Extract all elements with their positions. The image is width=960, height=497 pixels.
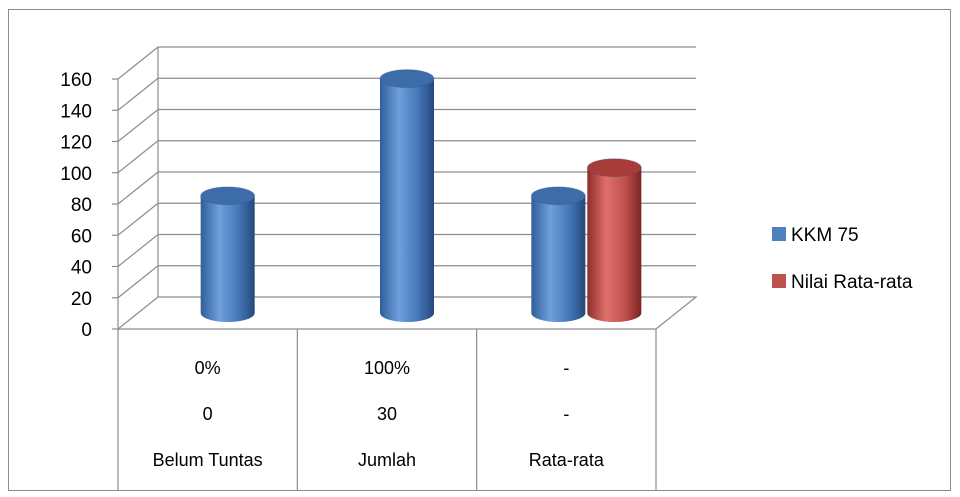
y-tick-label: 100 (60, 164, 92, 185)
cylinder-body (200, 195, 255, 322)
legend-label: KKM 75 (791, 225, 859, 246)
y-tick-label: 160 (60, 70, 92, 91)
table-cell: Jumlah (358, 450, 416, 470)
legend-label: Nilai Rata-rata (791, 272, 913, 293)
y-tick-label: 40 (71, 258, 92, 279)
gridline (117, 77, 696, 111)
gridline (117, 46, 696, 80)
y-tick-label: 0 (81, 320, 92, 341)
cylinder-body (380, 78, 434, 322)
gridline (117, 233, 696, 267)
cylinder-top (530, 186, 586, 206)
table-cell: 100% (364, 358, 410, 378)
legend: KKM 75 Nilai Rata-rata (772, 225, 913, 293)
y-tick-label: 60 (71, 226, 92, 247)
gridline (117, 265, 696, 299)
table-cell: - (563, 404, 569, 424)
table-cell: - (563, 358, 569, 378)
cylinder-body (531, 195, 586, 322)
cylinder-body (587, 167, 642, 322)
bars (200, 69, 642, 322)
table-cell: 30 (377, 404, 397, 424)
data-table: 0% 100% - 0 30 - Belum Tuntas Jumlah Rata-rata (117, 329, 657, 490)
gridline (117, 202, 696, 236)
chart-frame (8, 9, 951, 491)
bar-0-2 (530, 186, 586, 322)
gridline (117, 108, 696, 142)
y-tick-label: 140 (60, 101, 92, 122)
gridline (117, 171, 696, 205)
y-tick-label: 20 (71, 289, 92, 310)
gridline (117, 140, 696, 174)
table-cell: Belum Tuntas (153, 450, 263, 470)
bar-0-1 (379, 69, 435, 322)
bar-0-0 (200, 186, 256, 322)
table-cell: 0% (195, 358, 221, 378)
legend-swatch (772, 274, 786, 288)
y-axis: 0 20 40 60 80 100 120 140 160 (60, 70, 118, 341)
cylinder-top (586, 158, 642, 178)
bar-1-2 (586, 158, 642, 322)
table-cell: Rata-rata (529, 450, 605, 470)
y-tick-label: 120 (60, 133, 92, 154)
y-tick-label: 80 (71, 195, 92, 216)
cylinder-top (200, 186, 256, 206)
cylinder-top (379, 69, 435, 89)
table-cell: 0 (203, 404, 213, 424)
legend-swatch (772, 227, 786, 241)
